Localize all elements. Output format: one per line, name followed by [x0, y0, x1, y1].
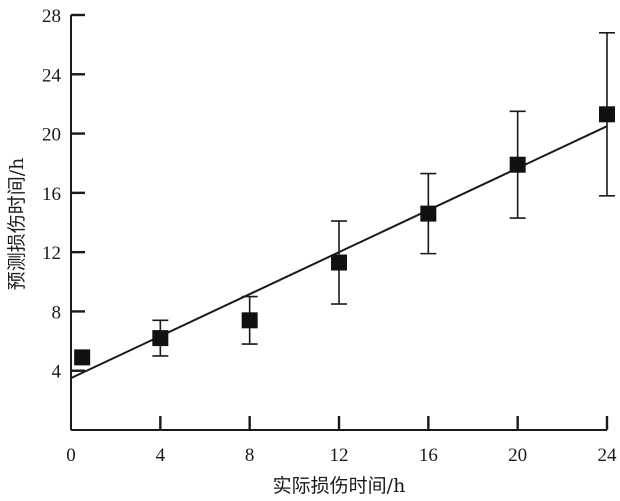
y-axis-title: 预测损伤时间/h — [6, 158, 28, 291]
x-tick-label: 24 — [598, 445, 618, 466]
y-tick-label: 4 — [52, 362, 62, 383]
x-tick-label: 8 — [245, 445, 255, 466]
data-point-marker — [241, 312, 258, 329]
data-point-marker — [509, 156, 526, 173]
x-tick-label: 16 — [419, 445, 438, 466]
data-point-marker — [420, 205, 437, 222]
x-tick-label: 12 — [330, 445, 349, 466]
y-tick-label: 8 — [52, 302, 62, 323]
y-tick-label: 12 — [42, 243, 61, 264]
x-tick-label: 20 — [508, 445, 527, 466]
x-tick-label: 4 — [156, 445, 166, 466]
data-markers — [74, 106, 615, 366]
y-tick-label: 20 — [42, 125, 61, 146]
data-point-marker — [599, 106, 615, 123]
data-point-marker — [331, 254, 347, 271]
x-tick-label: 0 — [66, 445, 76, 466]
y-tick-label: 28 — [42, 6, 61, 27]
y-tick-label: 16 — [42, 184, 61, 205]
data-point-marker — [74, 349, 91, 366]
data-point-marker — [152, 330, 169, 347]
axis-ticks: 0 4 8 12 16 20 24 4 8 12 16 20 24 28 — [42, 6, 617, 466]
y-tick-label: 24 — [42, 65, 62, 86]
x-axis-title: 实际损伤时间/h — [273, 475, 406, 497]
